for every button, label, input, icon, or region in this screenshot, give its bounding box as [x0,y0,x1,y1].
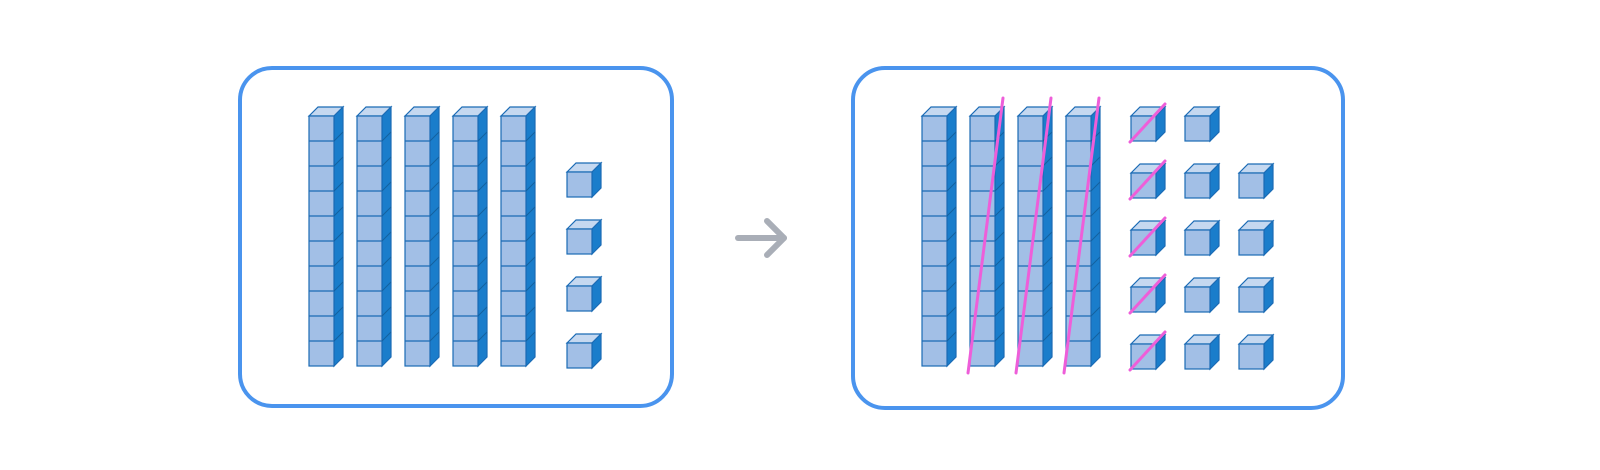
cross-out-line [1014,96,1053,375]
one-cube [565,218,603,256]
cross-out-line [1062,96,1101,375]
cross-out-line [1128,216,1167,258]
ten-rod [499,105,537,368]
before-base-ten-blocks [307,105,603,370]
ten-rod [920,105,958,368]
cross-out-line [1128,159,1167,201]
ten-rod [403,105,441,368]
one-cube [565,161,603,199]
cross-out-line [1128,273,1167,315]
one-cube [1183,162,1221,200]
ten-rod [1016,105,1054,368]
one-cube [1237,333,1275,371]
one-cube [1237,219,1275,257]
one-cube [1237,276,1275,314]
one-cube [565,332,603,370]
one-cube [1237,162,1275,200]
cross-out-marks [966,96,1167,375]
one-cube [1183,276,1221,314]
ten-rod [307,105,345,368]
cross-out-line [1128,330,1167,372]
ten-rod [451,105,489,368]
one-cube [1183,105,1221,143]
one-cube [1183,333,1221,371]
right-arrow-icon [735,218,787,258]
cross-out-line [1128,102,1167,144]
after-base-ten-blocks [920,105,1275,371]
one-cube [565,275,603,313]
one-cube [1183,219,1221,257]
ten-rod [355,105,393,368]
cross-out-line [966,96,1005,375]
